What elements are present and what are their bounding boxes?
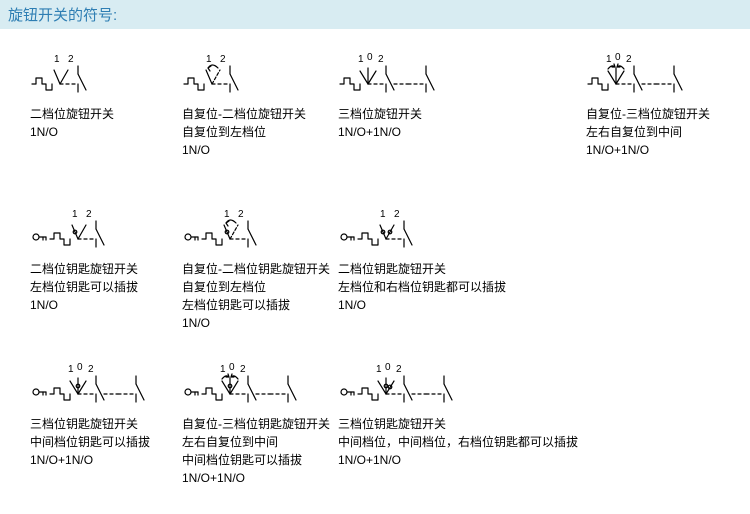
symbol-cell: 12 二档位旋钮开关1N/O <box>30 39 174 194</box>
section-title: 旋钮开关的符号: <box>0 0 750 29</box>
symbol-grid: 12二档位旋钮开关1N/O12自复位-二档位旋钮开关自复位到左档位1N/O102… <box>0 29 750 514</box>
symbol-cell: 102 自复位-三档位旋钮开关左右自复位到中间1N/O+1N/O <box>586 39 730 194</box>
caption-line: 中间档位，中间档位，右档位钥匙都可以插拔 <box>338 433 578 451</box>
svg-text:0: 0 <box>229 362 235 373</box>
caption-line: 1N/O <box>338 296 506 314</box>
caption-line: 自复位-二档位旋钮开关 <box>182 105 306 123</box>
caption-line: 中间档位钥匙可以插拔 <box>182 451 330 469</box>
caption-line: 左档位和右档位钥匙都可以插拔 <box>338 278 506 296</box>
svg-text:1: 1 <box>54 54 60 65</box>
svg-text:1: 1 <box>358 54 364 65</box>
caption-line: 左档位钥匙可以插拔 <box>182 296 330 314</box>
symbol-caption: 自复位-二档位钥匙旋钮开关自复位到左档位左档位钥匙可以插拔1N/O <box>182 260 330 332</box>
caption-line: 二档位钥匙旋钮开关 <box>338 260 506 278</box>
symbol-caption: 二档位钥匙旋钮开关左档位和右档位钥匙都可以插拔1N/O <box>338 260 506 314</box>
caption-line: 1N/O+1N/O <box>338 451 578 469</box>
symbol-cell: 12自复位-二档位钥匙旋钮开关自复位到左档位左档位钥匙可以插拔1N/O <box>182 194 330 349</box>
svg-text:1: 1 <box>224 209 230 220</box>
symbol-caption: 三档位钥匙旋钮开关中间档位，中间档位，右档位钥匙都可以插拔1N/O+1N/O <box>338 415 578 469</box>
symbol-cell: 12 自复位-二档位旋钮开关自复位到左档位1N/O <box>182 39 330 194</box>
svg-text:2: 2 <box>240 364 246 375</box>
symbol-caption: 自复位-三档位旋钮开关左右自复位到中间1N/O+1N/O <box>586 105 710 159</box>
symbol-cell: 102 三档位钥匙旋钮开关中间档位，中间档位，右档位钥匙都可以插拔1N/O+1N/… <box>338 349 578 504</box>
symbol-caption: 二档位钥匙旋钮开关左档位钥匙可以插拔1N/O <box>30 260 138 314</box>
svg-text:0: 0 <box>367 52 373 63</box>
rotary-switch-symbol: 12 <box>30 39 90 99</box>
symbol-cell: 102 三档位旋钮开关1N/O+1N/O <box>338 39 578 194</box>
caption-line: 1N/O+1N/O <box>30 451 150 469</box>
caption-line: 1N/O <box>30 123 114 141</box>
svg-text:1: 1 <box>206 54 212 65</box>
caption-line: 1N/O <box>182 141 306 159</box>
caption-line: 自复位到左档位 <box>182 278 330 296</box>
caption-line: 三档位钥匙旋钮开关 <box>338 415 578 433</box>
symbol-caption: 三档位旋钮开关1N/O+1N/O <box>338 105 422 141</box>
rotary-switch-symbol: 102 <box>586 39 694 99</box>
svg-text:1: 1 <box>376 364 382 375</box>
caption-line: 三档位钥匙旋钮开关 <box>30 415 150 433</box>
svg-text:1: 1 <box>380 209 386 220</box>
symbol-cell: 102自复位-三档位钥匙旋钮开关左右自复位到中间中间档位钥匙可以插拔1N/O+1… <box>182 349 330 504</box>
symbol-caption: 二档位旋钮开关1N/O <box>30 105 114 141</box>
svg-text:2: 2 <box>238 209 244 220</box>
svg-text:2: 2 <box>378 54 384 65</box>
rotary-switch-symbol: 12 <box>182 39 242 99</box>
svg-text:2: 2 <box>396 364 402 375</box>
caption-line: 左档位钥匙可以插拔 <box>30 278 138 296</box>
svg-text:0: 0 <box>77 362 83 373</box>
caption-line: 二档位钥匙旋钮开关 <box>30 260 138 278</box>
rotary-switch-symbol: 102 <box>182 349 308 409</box>
caption-line: 左右自复位到中间 <box>182 433 330 451</box>
rotary-switch-symbol: 12 <box>30 194 108 254</box>
caption-line: 二档位旋钮开关 <box>30 105 114 123</box>
svg-text:1: 1 <box>72 209 78 220</box>
caption-line: 自复位-二档位钥匙旋钮开关 <box>182 260 330 278</box>
svg-text:2: 2 <box>394 209 400 220</box>
svg-text:0: 0 <box>615 52 621 63</box>
symbol-cell: 102 三档位钥匙旋钮开关中间档位钥匙可以插拔1N/O+1N/O <box>30 349 174 504</box>
caption-line: 自复位-三档位钥匙旋钮开关 <box>182 415 330 433</box>
svg-text:2: 2 <box>88 364 94 375</box>
svg-text:1: 1 <box>220 364 226 375</box>
svg-text:1: 1 <box>606 54 612 65</box>
symbol-caption: 自复位-二档位旋钮开关自复位到左档位1N/O <box>182 105 306 159</box>
rotary-switch-symbol: 12 <box>182 194 260 254</box>
caption-line: 1N/O+1N/O <box>182 469 330 487</box>
symbol-caption: 三档位钥匙旋钮开关中间档位钥匙可以插拔1N/O+1N/O <box>30 415 150 469</box>
rotary-switch-symbol: 12 <box>338 194 416 254</box>
rotary-switch-symbol: 102 <box>30 349 156 409</box>
caption-line: 左右自复位到中间 <box>586 123 710 141</box>
svg-text:2: 2 <box>220 54 226 65</box>
svg-text:2: 2 <box>626 54 632 65</box>
caption-line: 自复位-三档位旋钮开关 <box>586 105 710 123</box>
svg-text:2: 2 <box>68 54 74 65</box>
caption-line: 1N/O <box>182 314 330 332</box>
svg-text:1: 1 <box>68 364 74 375</box>
caption-line: 1N/O+1N/O <box>586 141 710 159</box>
svg-text:2: 2 <box>86 209 92 220</box>
caption-line: 自复位到左档位 <box>182 123 306 141</box>
caption-line: 1N/O <box>30 296 138 314</box>
symbol-caption: 自复位-三档位钥匙旋钮开关左右自复位到中间中间档位钥匙可以插拔1N/O+1N/O <box>182 415 330 487</box>
caption-line: 三档位旋钮开关 <box>338 105 422 123</box>
rotary-switch-symbol: 102 <box>338 349 464 409</box>
caption-line: 1N/O+1N/O <box>338 123 422 141</box>
symbol-cell: 12 二档位钥匙旋钮开关左档位和右档位钥匙都可以插拔1N/O <box>338 194 578 349</box>
rotary-switch-symbol: 102 <box>338 39 446 99</box>
caption-line: 中间档位钥匙可以插拔 <box>30 433 150 451</box>
svg-text:0: 0 <box>385 362 391 373</box>
symbol-cell: 12 二档位钥匙旋钮开关左档位钥匙可以插拔1N/O <box>30 194 174 349</box>
